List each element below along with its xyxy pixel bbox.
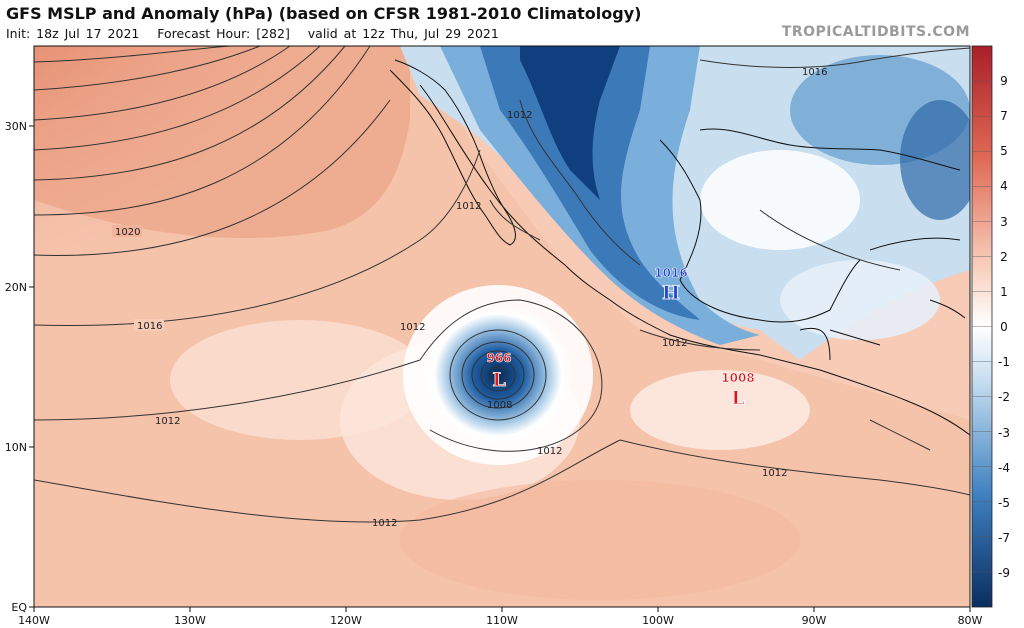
low-pressure-value: 1008 xyxy=(721,371,754,385)
map-title: GFS MSLP and Anomaly (hPa) (based on CFS… xyxy=(6,4,642,23)
high-pressure-symbol: H xyxy=(662,282,680,304)
colorbar-label: 4 xyxy=(1000,179,1008,193)
low-pressure-value: 966 xyxy=(486,351,511,365)
colorbar-label: 5 xyxy=(1000,144,1008,158)
isobar-label: 1008 xyxy=(487,400,512,411)
map-subtitle: Init: 18z Jul 17 2021 Forecast Hour: [28… xyxy=(6,26,499,41)
site-watermark: TROPICALTIDBITS.COM xyxy=(781,24,970,40)
init-time: Init: 18z Jul 17 2021 xyxy=(6,26,140,41)
colorbar-label: -7 xyxy=(998,531,1010,545)
isobar-label-bg xyxy=(112,225,142,237)
isobar-label-bg xyxy=(134,319,164,331)
lat-label: 10N xyxy=(5,441,27,454)
forecast-hour: Forecast Hour: [282] xyxy=(157,26,290,41)
colorbar-label: 3 xyxy=(1000,215,1008,229)
anomaly-shading xyxy=(34,46,970,607)
colorbar: 9 7 5 4 3 2 1 0 -1 -2 -3 -4 -5 -7 -9 xyxy=(971,45,1010,608)
high-pressure-value: 1016 xyxy=(654,266,687,280)
colorbar-label: 2 xyxy=(1000,250,1008,264)
lat-label: 30N xyxy=(5,120,27,133)
isobar-label: 1012 xyxy=(155,416,180,427)
colorbar-label: -5 xyxy=(998,496,1010,510)
isobar-label: 1020 xyxy=(115,227,140,238)
lat-label: 20N xyxy=(5,281,27,294)
colorbar-label: -9 xyxy=(998,566,1010,580)
colorbar-label: -4 xyxy=(998,461,1010,475)
coastlines xyxy=(389,59,970,436)
lon-label: 130W xyxy=(174,614,206,627)
lon-label: 110W xyxy=(486,614,518,627)
isobar-label: 1012 xyxy=(372,518,397,529)
valid-time: valid at 12z Thu, Jul 29 2021 xyxy=(307,26,499,41)
isobar-label: 1012 xyxy=(507,110,532,121)
isobar-labels: 1020 1016 1012 1012 1012 1012 1008 1012 … xyxy=(112,67,827,529)
colorbar-label: 7 xyxy=(1000,109,1008,123)
lon-label: 140W xyxy=(18,614,50,627)
isobar-label: 1012 xyxy=(400,322,425,333)
isobar-label: 1016 xyxy=(802,67,827,78)
latitude-axis: 30N 20N 10N EQ xyxy=(5,120,34,614)
isobar-label: 1016 xyxy=(137,321,162,332)
longitude-axis: 140W 130W 120W 110W 100W 90W 80W xyxy=(18,607,983,627)
colorbar-label: 9 xyxy=(1000,74,1008,88)
lon-label: 90W xyxy=(802,614,827,627)
colorbar-label: -3 xyxy=(998,426,1010,440)
lon-label: 120W xyxy=(330,614,362,627)
isobar-label: 1012 xyxy=(456,201,481,212)
pressure-systems: 966 L 1016 H 1008 L xyxy=(486,266,755,410)
colorbar-label: 1 xyxy=(1000,285,1008,299)
low-pressure-symbol: L xyxy=(492,369,505,391)
isobar-label: 1012 xyxy=(537,446,562,457)
colorbar-ticks xyxy=(972,80,992,573)
low-pressure-symbol: L xyxy=(731,387,744,409)
colorbar-label: -1 xyxy=(998,355,1010,369)
isobar-label: 1012 xyxy=(762,468,787,479)
colorbar-label: -2 xyxy=(998,390,1010,404)
lon-label: 80W xyxy=(958,614,983,627)
lat-label: EQ xyxy=(11,601,27,614)
isobar-label: 1012 xyxy=(662,338,687,349)
lon-label: 100W xyxy=(642,614,674,627)
colorbar-label: 0 xyxy=(1000,320,1008,334)
